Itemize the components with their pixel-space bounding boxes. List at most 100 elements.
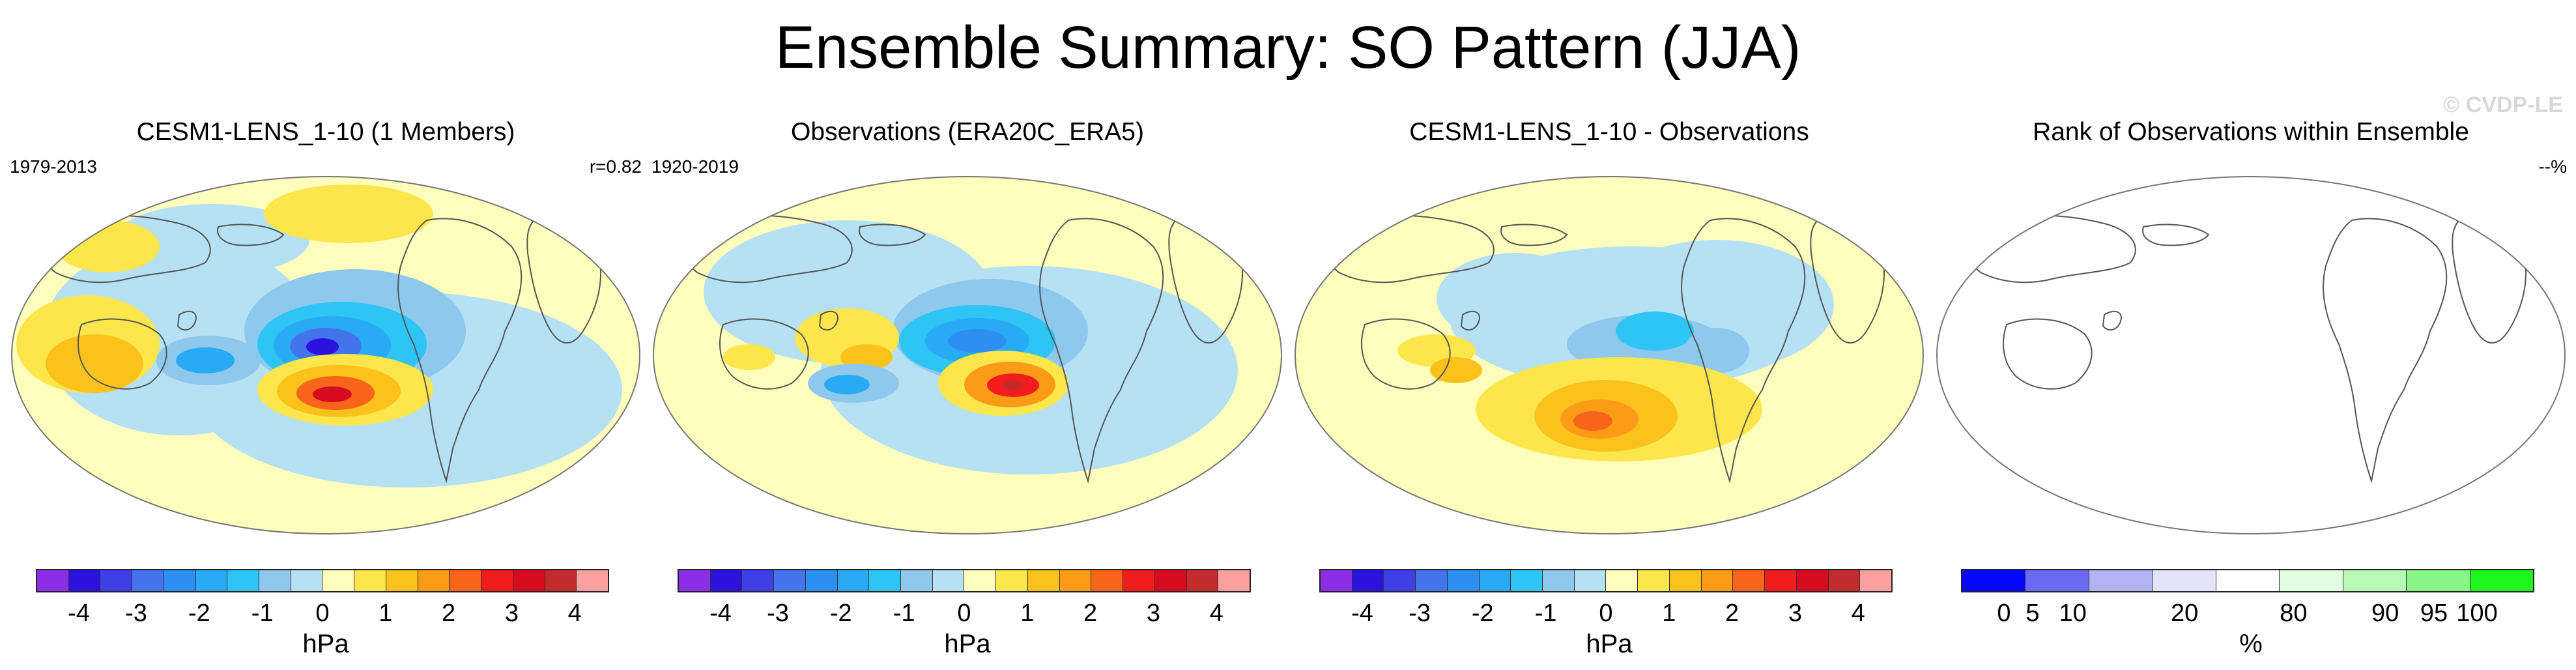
colorbar-cell [1321, 570, 1352, 591]
colorbar-units: hPa [944, 630, 991, 658]
map-plot [11, 176, 640, 534]
colorbar-cell [1511, 570, 1543, 591]
colorbar-cell [1574, 570, 1607, 591]
colorbar-ticks: 0 5 10 20 80 90 95 100 [1961, 600, 2534, 632]
tick-label: 2 [442, 600, 456, 627]
colorbar-cell [1962, 570, 2026, 591]
colorbar-cell [259, 570, 291, 591]
tick-label: 5 [2025, 600, 2040, 627]
coastline [719, 318, 809, 390]
colorbar [1319, 569, 1893, 592]
coastline [2102, 310, 2122, 331]
period-label: 1920-2019 [651, 156, 739, 177]
colorbar-cell [481, 570, 513, 591]
colorbar-cell [577, 570, 608, 591]
tick-label: -1 [1534, 600, 1557, 627]
colorbar-cell [100, 570, 133, 591]
correlation-label: r=0.82 [589, 156, 642, 177]
contour-field [1937, 177, 2565, 534]
colorbar-cell [418, 570, 450, 591]
colorbar-cell [869, 570, 902, 591]
contour-field [653, 177, 1281, 534]
coastline [217, 224, 285, 246]
colorbar-cell [450, 570, 482, 591]
colorbar-cell [774, 570, 806, 591]
tick-label: -1 [893, 600, 915, 627]
colorbar-cell [2470, 570, 2533, 591]
coastlines [1323, 214, 1885, 484]
contour-region [176, 347, 235, 373]
tick-label: -3 [767, 600, 789, 627]
colorbar-cell [1416, 570, 1448, 591]
colorbar-cell [68, 570, 101, 591]
coastline [1965, 214, 2136, 284]
colorbar-cell [1027, 570, 1060, 591]
coastline [2323, 218, 2448, 484]
tick-label: -3 [125, 600, 147, 627]
tick-label: 95 [2420, 600, 2448, 627]
colorbar-cell [1352, 570, 1384, 591]
colorbar-cell [37, 570, 69, 591]
tick-label: 0 [957, 600, 971, 627]
colorbar-cell [2089, 570, 2153, 591]
panel-difference: CESM1-LENS_1-10 - Observations -4 -3 -2 … [1293, 117, 1925, 670]
colorbar-cell [932, 570, 965, 591]
contour-region [1437, 253, 1593, 344]
colorbar-cell [1606, 570, 1639, 591]
map-outline [11, 176, 640, 534]
colorbar-cell [837, 570, 870, 591]
map-plot [1295, 176, 1924, 534]
colorbar-cell [1186, 570, 1219, 591]
colorbar-cell [710, 570, 743, 591]
tick-label: 90 [2371, 600, 2399, 627]
tick-label: 3 [1146, 600, 1160, 627]
colorbar [678, 569, 1251, 592]
map-outline [1936, 176, 2566, 534]
colorbar-cell [2280, 570, 2343, 591]
contour-region [55, 220, 160, 272]
coastline [681, 214, 853, 284]
map-outline [1295, 176, 1924, 534]
colorbar-cell [2343, 570, 2407, 591]
colorbar-cell [805, 570, 838, 591]
contour-region [1684, 328, 1749, 373]
tick-label: -1 [251, 600, 274, 627]
colorbar-cell [2407, 570, 2470, 591]
colorbar-cell [1059, 570, 1092, 591]
rank-value-label: --% [2538, 156, 2567, 177]
coastline [397, 218, 522, 484]
colorbar-units: hPa [1586, 630, 1633, 658]
tick-label: -4 [1351, 600, 1373, 627]
period-label: 1979-2013 [10, 156, 97, 177]
contour-region [313, 386, 352, 402]
contour-field [12, 177, 640, 534]
contour-region [824, 375, 870, 394]
colorbar-cell [1218, 570, 1250, 591]
panel-title: CESM1-LENS_1-10 (1 Members) [136, 118, 515, 146]
colorbar-cell [1733, 570, 1766, 591]
colorbar-cell [742, 570, 775, 591]
watermark: © CVDP-LE [2443, 93, 2563, 117]
tick-label: 0 [1599, 600, 1613, 627]
tick-label: -4 [68, 600, 90, 627]
colorbar-cell [386, 570, 418, 591]
colorbar-cell [2025, 570, 2089, 591]
panel-rank: Rank of Observations within Ensemble --%… [1935, 117, 2567, 670]
panel-title: CESM1-LENS_1-10 - Observations [1409, 118, 1809, 146]
colorbar-units: hPa [302, 630, 349, 658]
map-plot [1936, 176, 2566, 534]
colorbar-cell [1638, 570, 1670, 591]
colorbar-cell [1091, 570, 1124, 591]
coastline [1323, 214, 1495, 284]
colorbar-cell [1860, 570, 1891, 591]
colorbar-cell [1123, 570, 1155, 591]
tick-label: 3 [1788, 600, 1802, 627]
coastline [1681, 218, 1806, 484]
tick-label: -2 [1471, 600, 1494, 627]
colorbar-cell [679, 570, 711, 591]
contour-region [1616, 312, 1694, 351]
colorbar-cell [2153, 570, 2216, 591]
contour-region [1937, 177, 2565, 534]
coastline [177, 310, 197, 331]
coastline [818, 310, 838, 331]
